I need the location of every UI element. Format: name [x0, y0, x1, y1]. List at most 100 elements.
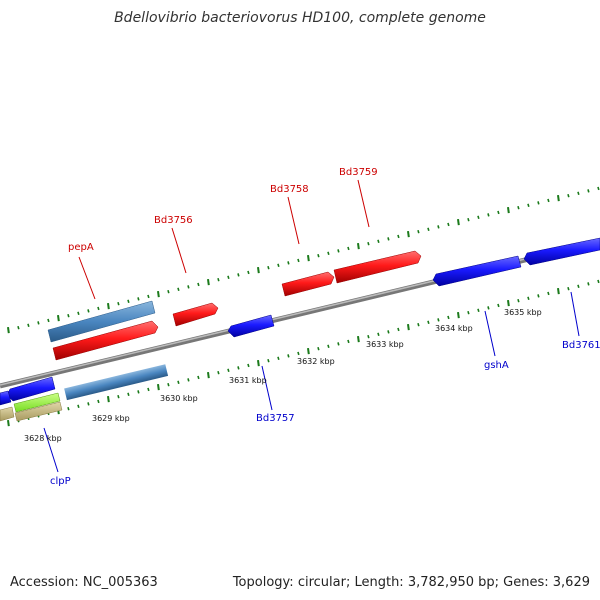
gene-green-feature[interactable] — [13, 392, 61, 413]
gene-Bd3757-arrow[interactable] — [227, 314, 275, 338]
genome-summary-footer: Topology: circular; Length: 3,782,950 bp… — [233, 575, 590, 590]
inner-track-tick — [457, 311, 460, 319]
outer-track-tick — [577, 191, 580, 195]
outer-track-tick — [317, 253, 320, 258]
outer-track-tick — [187, 285, 190, 289]
length-value: 3,782,950 bp — [407, 575, 495, 590]
outer-track-tick — [337, 249, 340, 253]
gene-left-edge-arrow[interactable] — [0, 390, 12, 406]
outer-track-tick — [197, 282, 200, 287]
inner-track-tick — [217, 370, 220, 375]
scale-label-3629: 3629 kbp — [92, 414, 130, 423]
outer-track-tick — [127, 299, 130, 303]
label-Bd3759: Bd3759 — [339, 167, 378, 178]
inner-track-tick — [437, 318, 440, 322]
inner-track-tick — [247, 363, 250, 368]
scale-label-3635: 3635 kbp — [504, 308, 542, 317]
outer-track-tick — [487, 213, 490, 217]
Bd3756-leader — [171, 227, 187, 274]
outer-track-tick — [217, 277, 220, 282]
outer-track-tick — [397, 234, 400, 239]
inner-track-tick — [237, 366, 240, 370]
inner-track-tick — [407, 323, 410, 331]
topology-label: Topology: — [232, 575, 294, 590]
gene-gshA-arrow[interactable] — [432, 255, 522, 287]
inner-track-tick — [547, 291, 550, 296]
inner-track-tick — [277, 356, 280, 360]
outer-track-tick — [247, 270, 250, 275]
Bd3759-leader — [357, 179, 370, 228]
inner-track-tick — [317, 346, 320, 351]
outer-track-tick — [597, 186, 600, 191]
outer-track-tick — [57, 314, 60, 322]
inner-track-tick — [307, 347, 310, 355]
inner-track-tick — [287, 354, 290, 358]
inner-track-tick — [427, 320, 430, 324]
outer-track-tick — [457, 218, 460, 226]
outer-track-tick — [537, 201, 540, 205]
gene-tan-feature-2[interactable] — [14, 401, 63, 422]
inner-track-tick — [477, 308, 480, 312]
pepA-leader — [78, 256, 96, 300]
genes-label: Genes: — [503, 575, 549, 590]
outer-track-tick — [547, 198, 550, 203]
gene-rna-steel[interactable] — [64, 364, 169, 401]
tick-tracks — [7, 186, 600, 427]
label-Bd3761: Bd3761 — [562, 340, 600, 351]
scale-label-3634: 3634 kbp — [435, 324, 473, 333]
inner-track-tick — [117, 394, 120, 399]
inner-track-tick — [7, 419, 10, 427]
outer-track-tick — [427, 227, 430, 231]
outer-track-tick — [237, 273, 240, 277]
outer-track-tick — [267, 265, 270, 270]
inner-track-tick — [267, 358, 270, 363]
outer-track-tick — [17, 325, 20, 330]
inner-track-tick — [297, 351, 300, 356]
outer-track-tick — [357, 242, 360, 250]
outer-track-tick — [47, 318, 50, 323]
gene-Bd3759-arrow[interactable] — [333, 250, 422, 284]
outer-track-tick — [407, 230, 410, 238]
outer-track-tick — [177, 287, 180, 291]
inner-track-tick — [177, 380, 180, 384]
gene-Bd3758-arrow[interactable] — [281, 271, 335, 297]
outer-track-tick — [527, 203, 530, 207]
outer-track-tick — [257, 266, 260, 274]
gene-Bd3761-arrow[interactable] — [523, 237, 600, 266]
inner-track-tick — [557, 287, 560, 295]
outer-track-tick — [417, 229, 420, 234]
inner-track-tick — [387, 330, 390, 334]
inner-track-tick — [447, 315, 450, 320]
inner-track-tick — [87, 402, 90, 406]
gene-tan-feature[interactable] — [0, 406, 15, 422]
label-clpP: clpP — [50, 476, 71, 487]
outer-track-tick — [297, 258, 300, 263]
gene-pepA-arrow[interactable] — [52, 320, 159, 361]
inner-track-tick — [587, 282, 590, 286]
inner-track-tick — [357, 335, 360, 343]
outer-track-tick — [517, 205, 520, 210]
inner-track-tick — [207, 371, 210, 379]
outer-track-tick — [497, 210, 500, 215]
inner-track-tick — [67, 406, 70, 411]
scale-label-3630: 3630 kbp — [160, 394, 198, 403]
gene-Bd3756-arrow[interactable] — [172, 302, 219, 327]
outer-track-tick — [437, 225, 440, 229]
outer-track-tick — [227, 275, 230, 279]
inner-track-tick — [467, 310, 470, 315]
inner-track-tick — [497, 303, 500, 308]
topology-value: circular — [297, 575, 346, 590]
genes-value: 3,629 — [552, 575, 590, 590]
gene-steel-bar[interactable] — [47, 300, 156, 343]
outer-track-tick — [507, 206, 510, 214]
inner-track-tick — [397, 327, 400, 332]
gshA-leader — [484, 310, 496, 357]
outer-track-tick — [7, 326, 10, 334]
outer-track-tick — [207, 278, 210, 286]
inner-track-tick — [347, 339, 350, 344]
scale-label-3631: 3631 kbp — [229, 376, 267, 385]
accession-footer: Accession: NC_005363 — [10, 575, 158, 590]
outer-track-tick — [27, 323, 30, 327]
outer-track-tick — [167, 289, 170, 294]
